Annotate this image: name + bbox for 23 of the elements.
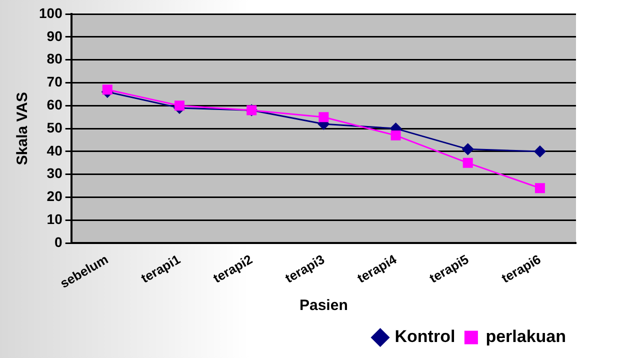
point [462,143,474,155]
y-tick-label: 10 [46,211,63,228]
point [534,183,545,194]
y-tick-label: 20 [46,188,63,204]
x-axis-title: Pasien [299,297,348,314]
y-tick-label: 40 [46,142,63,158]
y-axis-title: Skala VAS [14,92,32,166]
point [318,112,329,122]
point [390,130,401,140]
y-tick-label: 30 [46,165,63,182]
point [534,146,546,158]
y-tick-label: 70 [46,74,63,90]
y-tick-label: 80 [46,50,63,67]
y-tick-label: 0 [54,234,63,250]
point [462,158,473,168]
legend-label: Kontrol [394,327,456,346]
y-tick-label: 60 [46,96,63,113]
y-tick-label: 50 [46,119,63,136]
legend-label: perlakuan [486,327,566,346]
point [174,100,184,111]
y-tick-label: 90 [46,28,63,44]
y-tick-label: 100 [39,4,63,21]
point [102,84,112,95]
